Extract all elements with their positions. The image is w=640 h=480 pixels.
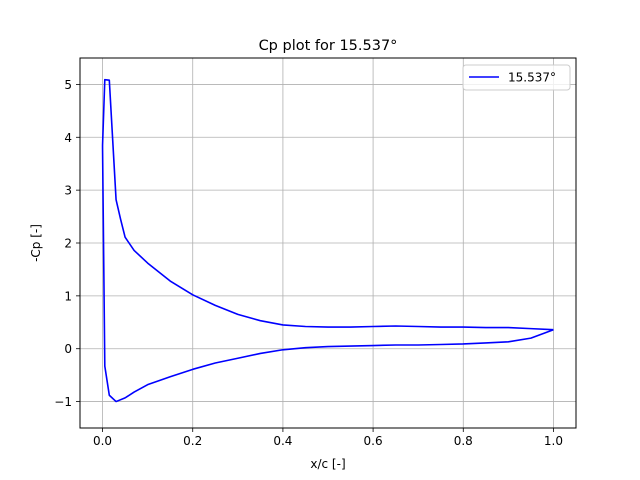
legend: 15.537° (462, 64, 571, 91)
series-line (101, 78, 554, 403)
x-tick-label: 0.8 (454, 434, 473, 448)
legend-box (462, 64, 571, 91)
x-axis-label: x/c [-] (310, 457, 345, 471)
y-tick-label: 5 (64, 78, 72, 92)
y-tick-label: 3 (64, 184, 72, 198)
y-tick-label: 0 (64, 342, 72, 356)
series-layer (101, 78, 554, 403)
y-axis-label: -Cp [-] (29, 224, 43, 262)
grid (80, 58, 576, 428)
x-tick-label: 1.0 (544, 434, 563, 448)
x-tick-label: 0.6 (364, 434, 383, 448)
ticks: 0.0 0.2 0.4 0.6 0.8 1.0 −1 0 1 2 3 4 5 (54, 78, 563, 448)
y-tick-label: 4 (64, 131, 72, 145)
x-tick-label: 0.4 (273, 434, 292, 448)
x-tick-label: 0.2 (183, 434, 202, 448)
chart-title: Cp plot for 15.537° (259, 38, 398, 54)
legend-label: 15.537° (508, 71, 556, 85)
y-tick-label: −1 (54, 395, 72, 409)
y-tick-label: 1 (64, 289, 72, 303)
x-tick-label: 0.0 (93, 434, 112, 448)
y-tick-label: 2 (64, 237, 72, 251)
